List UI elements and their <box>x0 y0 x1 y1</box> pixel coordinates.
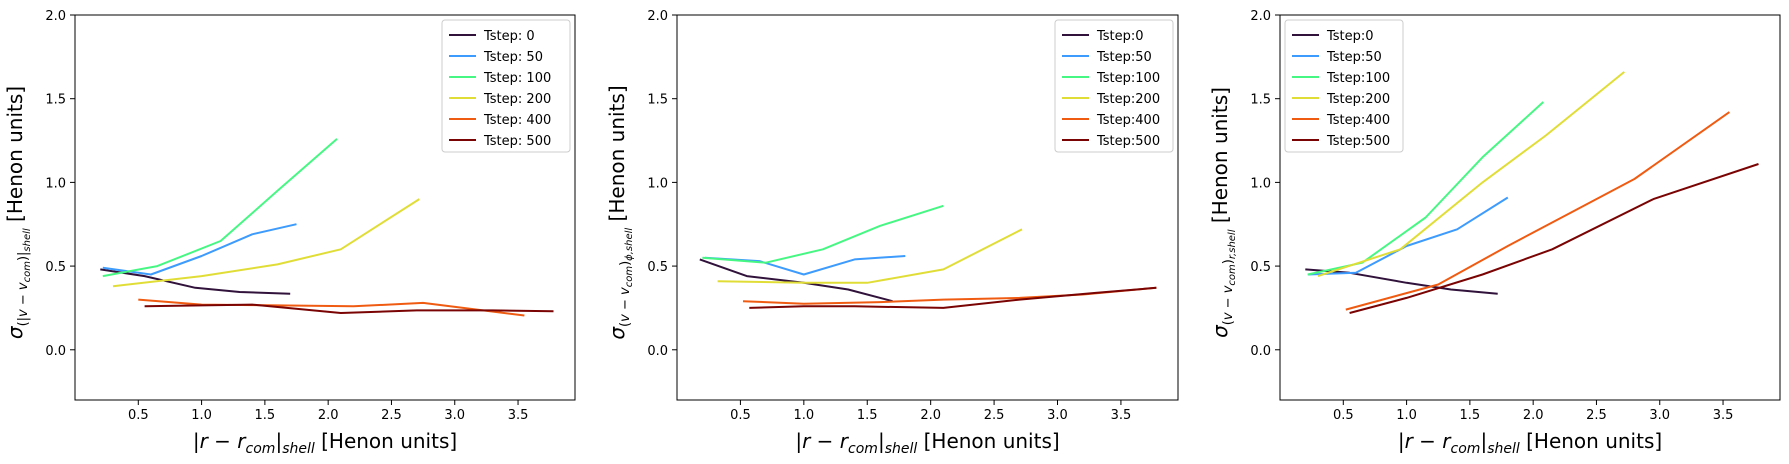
legend-entry: Tstep:0 <box>1096 29 1144 44</box>
x-tick-label: 2.5 <box>984 408 1005 423</box>
y-tick-label: 0.5 <box>1250 260 1271 275</box>
series-line-4 <box>742 286 1157 305</box>
legend-entry: Tstep:500 <box>1096 134 1160 149</box>
series-line-5 <box>144 303 554 314</box>
y-tick-label: 2.0 <box>647 9 668 24</box>
x-axis-label: |r − rcom|shell [Henon units] <box>193 429 457 457</box>
x-axis-label: |r − rcom|shell [Henon units] <box>1398 429 1662 457</box>
x-tick-label: 2.0 <box>920 408 941 423</box>
series-line-3 <box>1317 71 1625 278</box>
y-tick-label: 0.0 <box>45 344 66 359</box>
legend: Tstep:0 Tstep:50 Tstep:100 Tstep:200 Tstep:4… <box>1284 19 1404 153</box>
series-line-3 <box>112 198 420 288</box>
y-axis-label: σ(v − vcom)r,shell [Henon units] <box>1208 87 1238 338</box>
y-tick-label: 2.0 <box>1250 9 1271 24</box>
series-line-0 <box>699 258 893 303</box>
x-tick-label: 1.5 <box>857 408 878 423</box>
x-tick-label: 3.0 <box>444 408 465 423</box>
x-tick-label: 2.5 <box>1586 408 1607 423</box>
legend-entry: Tstep: 50 <box>483 50 543 65</box>
legend-entry: Tstep: 200 <box>483 92 551 107</box>
y-tick-label: 1.5 <box>647 93 668 108</box>
y-tick-label: 1.5 <box>45 93 66 108</box>
plot-frame <box>74 14 576 401</box>
series-line-0 <box>100 268 291 295</box>
y-tick-label: 2.0 <box>45 9 66 24</box>
series-line-5 <box>749 286 1157 309</box>
legend-entry: Tstep:400 <box>1326 113 1390 128</box>
series-line-5 <box>1349 163 1759 314</box>
series-line-3 <box>717 228 1023 284</box>
legend-entry: Tstep:100 <box>1326 71 1390 86</box>
legend-entry: Tstep:200 <box>1326 92 1390 107</box>
legend-entry: Tstep: 500 <box>483 134 551 149</box>
legend-entry: Tstep: 400 <box>483 113 551 128</box>
y-tick-label: 0.0 <box>647 344 668 359</box>
plot-frame <box>1279 14 1781 401</box>
x-tick-label: 3.5 <box>1111 408 1132 423</box>
x-tick-label: 0.5 <box>730 408 751 423</box>
legend-entry: Tstep: 100 <box>483 71 551 86</box>
x-axis-label: |r − rcom|shell [Henon units] <box>795 429 1059 457</box>
series-line-1 <box>102 223 297 276</box>
legend-entry: Tstep:50 <box>1326 50 1382 65</box>
x-tick-label: 1.0 <box>191 408 212 423</box>
x-tick-label: 1.0 <box>793 408 814 423</box>
x-tick-label: 3.0 <box>1047 408 1068 423</box>
legend-entry: Tstep:0 <box>1326 29 1374 44</box>
x-tick-label: 2.5 <box>381 408 402 423</box>
y-axis-label: σ(v − vcom)ϕ,shell [Henon units] <box>605 85 635 339</box>
y-tick-label: 0.5 <box>45 260 66 275</box>
y-tick-label: 1.0 <box>1250 176 1271 191</box>
y-tick-label: 0.0 <box>1250 344 1271 359</box>
x-tick-label: 1.5 <box>1460 408 1481 423</box>
plot-frame <box>676 14 1179 401</box>
series-line-1 <box>1307 196 1509 276</box>
x-tick-label: 3.0 <box>1649 408 1670 423</box>
x-tick-label: 3.5 <box>1713 408 1734 423</box>
y-tick-label: 1.5 <box>1250 93 1271 108</box>
legend-entry: Tstep:200 <box>1096 92 1160 107</box>
y-tick-label: 0.5 <box>647 260 668 275</box>
legend-entry: Tstep:400 <box>1096 113 1160 128</box>
legend-entry: Tstep:500 <box>1326 134 1390 149</box>
chart-panel-1: 0.5 1.0 1.5 2.0 2.5 3.0 3.5 0.0 0.5 1.0 1.5 2.0 |r −… <box>3 9 576 457</box>
series-line-4 <box>1345 111 1730 311</box>
y-axis-label: σ(|v − vcom)|shell [Henon units] <box>3 86 33 339</box>
legend: Tstep:0 Tstep:50 Tstep:100 Tstep:200 Tstep:4… <box>1054 19 1174 153</box>
x-tick-label: 1.0 <box>1396 408 1417 423</box>
series-line-2 <box>702 204 944 264</box>
series-line-4 <box>138 298 525 317</box>
x-tick-label: 2.0 <box>1523 408 1544 423</box>
chart-panel-2: 0.5 1.0 1.5 2.0 2.5 3.0 3.5 0.0 0.5 1.0 1.5 2.0 |r −… <box>605 9 1179 457</box>
legend: Tstep: 0 Tstep: 50 Tstep: 100 Tstep: 200 Tst… <box>441 19 571 153</box>
series-line-2 <box>102 138 338 278</box>
x-tick-label: 0.5 <box>128 408 149 423</box>
legend-entry: Tstep: 0 <box>483 29 535 44</box>
legend-entry: Tstep:50 <box>1096 50 1152 65</box>
x-tick-label: 1.5 <box>255 408 276 423</box>
x-tick-label: 0.5 <box>1333 408 1354 423</box>
legend-entry: Tstep:100 <box>1096 71 1160 86</box>
chart-panel-3: 0.5 1.0 1.5 2.0 2.5 3.0 3.5 0.0 0.5 1.0 1.5 2.0 |r −… <box>1208 9 1781 457</box>
y-tick-label: 1.0 <box>45 176 66 191</box>
x-tick-label: 3.5 <box>508 408 529 423</box>
x-tick-label: 2.0 <box>318 408 339 423</box>
y-tick-label: 1.0 <box>647 176 668 191</box>
